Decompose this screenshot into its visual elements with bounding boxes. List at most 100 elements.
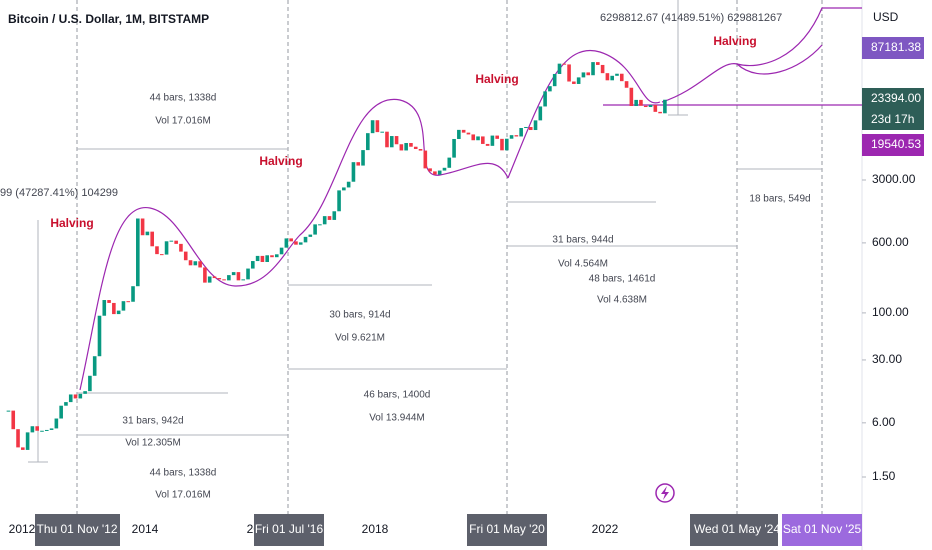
date-box — [690, 514, 778, 546]
candle — [16, 429, 20, 448]
candle — [567, 64, 571, 82]
candle — [308, 234, 313, 237]
candle — [164, 241, 169, 255]
candle — [59, 405, 63, 419]
candle — [241, 279, 246, 281]
candle — [126, 301, 131, 303]
candle — [255, 255, 260, 262]
candle — [246, 268, 250, 280]
annotation: 44 bars, 1338d — [150, 468, 217, 479]
candle — [624, 81, 629, 88]
candle — [610, 75, 614, 81]
candle — [44, 429, 49, 431]
candle — [519, 128, 523, 137]
x-tick-label: 2018 — [362, 522, 389, 536]
candle — [30, 426, 35, 433]
candle — [231, 272, 236, 276]
y-tick-label: 6.00 — [872, 415, 896, 429]
annotation: 30 bars, 914d — [329, 310, 390, 321]
halving-label: Halving — [713, 34, 756, 48]
halving-label: Halving — [259, 154, 302, 168]
candle — [207, 276, 212, 283]
candle — [313, 224, 317, 235]
candle — [298, 242, 303, 245]
price-box — [862, 88, 924, 110]
annotation: 31 bars, 944d — [552, 235, 613, 246]
candle — [572, 81, 576, 84]
candle — [639, 99, 643, 106]
x-tick-label: 2014 — [132, 522, 159, 536]
candle — [54, 418, 59, 429]
candle — [183, 251, 188, 261]
annotation: Vol 17.016M — [155, 490, 211, 501]
candle — [442, 167, 447, 171]
candle — [188, 260, 193, 266]
candle — [452, 138, 456, 158]
date-label: Fri 01 Jul '16 — [255, 522, 324, 536]
candle — [222, 279, 226, 281]
annotation: Vol 4.564M — [558, 259, 608, 270]
candle — [533, 120, 538, 131]
candle — [538, 106, 543, 121]
candle — [413, 146, 418, 150]
annotation: Vol 9.621M — [335, 333, 385, 344]
candle — [658, 111, 662, 114]
annotation: 44 bars, 1338d — [150, 93, 217, 104]
candle — [73, 394, 78, 399]
candle — [198, 261, 202, 268]
annotation: 46 bars, 1400d — [364, 390, 431, 401]
candle — [236, 272, 241, 281]
axis-unit: USD — [873, 10, 899, 24]
candle — [581, 72, 586, 78]
candle — [586, 72, 591, 76]
candle — [270, 255, 274, 258]
candle — [21, 447, 25, 450]
y-tick-label: 100.00 — [872, 305, 909, 319]
candle — [485, 143, 490, 146]
annotation: 99 (47287.41%) 104299 — [0, 187, 118, 199]
candle — [203, 267, 207, 283]
candle — [49, 428, 54, 430]
candle — [504, 138, 509, 151]
annotation: Vol 12.305M — [125, 438, 181, 449]
countdown: 23d 17h — [871, 112, 914, 126]
candle — [648, 104, 653, 108]
candle — [615, 73, 619, 76]
y-tick-label: 30.00 — [872, 352, 902, 366]
candle — [605, 73, 610, 81]
candle — [40, 430, 44, 432]
candle — [102, 300, 107, 316]
candle — [332, 211, 337, 220]
candle — [284, 238, 289, 248]
alert-icon[interactable] — [655, 483, 675, 503]
candle — [116, 310, 121, 315]
annotation: Vol 13.944M — [369, 413, 425, 424]
date-box — [254, 514, 324, 546]
candle — [227, 275, 231, 281]
candle — [97, 315, 102, 357]
annotation: 31 bars, 942d — [122, 416, 183, 427]
candle — [375, 120, 380, 133]
candle — [356, 162, 361, 166]
date-box — [35, 514, 120, 546]
candle — [385, 131, 389, 148]
candle — [112, 302, 116, 315]
candle — [557, 63, 562, 74]
halving-label: Halving — [50, 216, 93, 230]
candle — [193, 261, 198, 266]
candle — [423, 150, 428, 169]
date-label: Thu 01 Nov '12 — [36, 522, 117, 536]
price-box — [862, 37, 924, 59]
candle — [140, 218, 145, 236]
candle — [83, 391, 87, 394]
candle — [361, 150, 365, 166]
candle — [351, 162, 356, 182]
candle — [150, 231, 154, 247]
candle — [437, 170, 442, 175]
candle — [380, 131, 384, 133]
candle — [6, 410, 11, 412]
candle — [342, 187, 346, 191]
candle — [524, 126, 528, 129]
candle — [428, 168, 432, 172]
